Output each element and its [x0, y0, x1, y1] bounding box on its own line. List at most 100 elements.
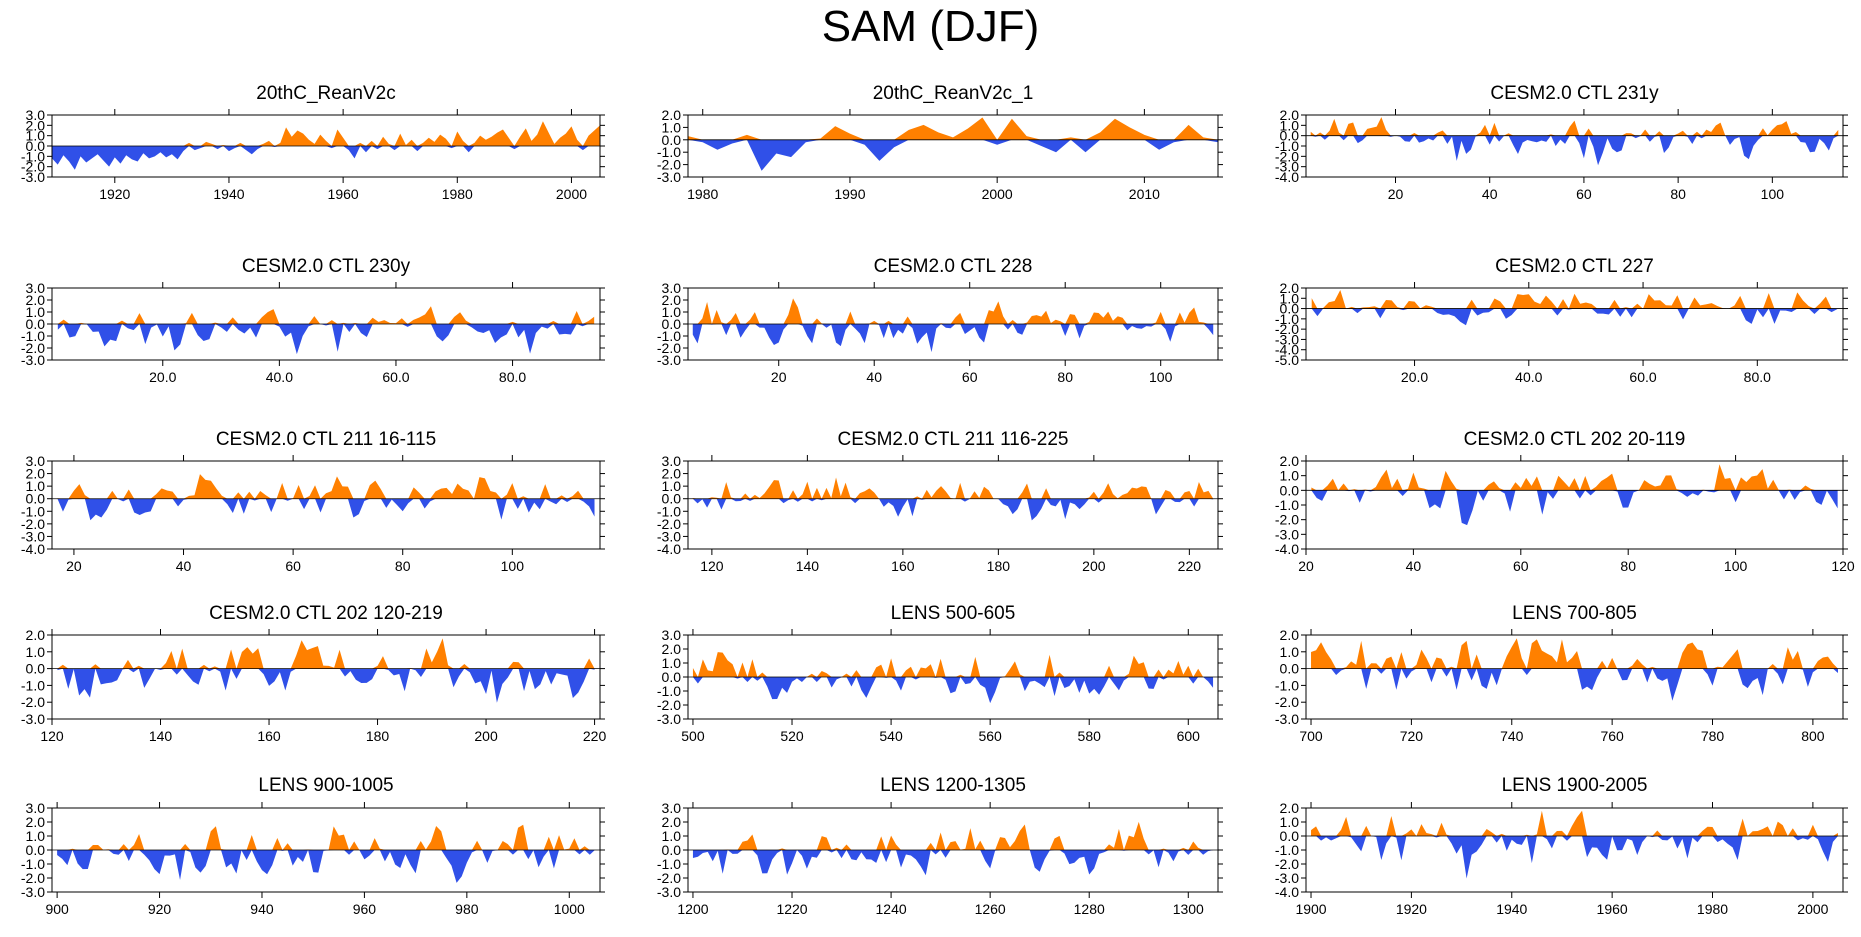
y-tick-label: -5.0 [1275, 352, 1299, 368]
y-tick-label: -1.0 [1275, 677, 1299, 693]
x-tick-label: 160 [257, 728, 281, 744]
plot-frame [51, 634, 601, 720]
x-tick-label: 2010 [1129, 186, 1160, 202]
negative-area [1311, 490, 1838, 526]
y-tick-label: -1.0 [21, 856, 45, 872]
y-tick-label: -1.0 [1275, 138, 1299, 154]
negative-area [57, 324, 595, 355]
panel-title: CESM2.0 CTL 230y [241, 256, 411, 277]
x-tick-label: 20 [1388, 186, 1404, 202]
y-tick-label: -2.0 [21, 516, 45, 532]
y-tick-label: 3.0 [662, 800, 682, 816]
plot-frame [51, 460, 601, 550]
positive-area [692, 477, 1214, 499]
x-tick-label: 20.0 [1401, 369, 1428, 385]
x-tick-label: 1940 [213, 186, 244, 202]
y-tick-label: 3.0 [26, 453, 46, 469]
y-tick-label: -3.0 [657, 169, 681, 185]
y-tick-label: -1.0 [657, 683, 681, 699]
x-tick-label: 80 [395, 558, 411, 574]
x-tick-label: 940 [250, 901, 274, 917]
x-tick-label: 200 [1082, 558, 1106, 574]
x-tick-label: 140 [149, 728, 173, 744]
y-tick-label: 2.0 [26, 466, 46, 482]
y-tick-label: 0.0 [26, 138, 46, 154]
x-tick-label: 40 [176, 558, 192, 574]
positive-area [1311, 810, 1838, 836]
x-tick-label: 560 [978, 728, 1002, 744]
panel-title: CESM2.0 CTL 211 16-115 [215, 429, 437, 450]
y-tick-label: 2.0 [662, 292, 682, 308]
x-tick-label: 700 [1299, 728, 1323, 744]
x-tick-label: 1920 [1396, 901, 1427, 917]
y-tick-label: -2.0 [1275, 856, 1299, 872]
y-tick-label: -2.0 [657, 157, 681, 173]
y-tick-label: 1.0 [26, 128, 46, 144]
x-tick-label: 1980 [442, 186, 473, 202]
y-tick-label: 2.0 [26, 292, 46, 308]
y-tick-label: -2.0 [21, 159, 45, 175]
x-tick-label: 20 [771, 369, 787, 385]
x-tick-label: 1980 [687, 186, 718, 202]
panel-title: 20thC_ReanV2c_1 [872, 83, 1034, 104]
y-tick-label: 2.0 [662, 107, 682, 123]
plot-frame [1305, 287, 1844, 361]
y-tick-label: -1.0 [21, 328, 45, 344]
y-tick-label: 2.0 [1280, 627, 1300, 643]
y-tick-label: 1.0 [26, 644, 46, 660]
x-tick-label: 1980 [1697, 901, 1728, 917]
y-tick-label: -4.0 [1275, 169, 1299, 185]
y-tick-label: 2.0 [26, 814, 46, 830]
y-tick-label: 1.0 [662, 119, 682, 135]
y-tick-label: -1.0 [21, 677, 45, 693]
y-tick-label: -2.0 [21, 870, 45, 886]
y-tick-label: 3.0 [26, 107, 46, 123]
negative-area [692, 498, 1214, 521]
x-tick-label: 2000 [982, 186, 1013, 202]
y-tick-label: 0.0 [26, 661, 46, 677]
y-tick-label: 3.0 [662, 627, 682, 643]
x-tick-label: 180 [987, 558, 1011, 574]
x-tick-label: 60 [1576, 186, 1592, 202]
y-tick-label: 3.0 [26, 280, 46, 296]
y-tick-label: -3.0 [657, 528, 681, 544]
y-tick-label: 2.0 [1280, 453, 1300, 469]
x-tick-label: 740 [1500, 728, 1524, 744]
y-tick-label: 2.0 [662, 466, 682, 482]
x-tick-label: 1200 [677, 901, 708, 917]
panel-title: CESM2.0 CTL 202 20-119 [1463, 429, 1686, 450]
y-tick-label: -3.0 [657, 711, 681, 727]
y-tick-label: 0.0 [662, 316, 682, 332]
y-tick-label: -2.0 [1275, 148, 1299, 164]
y-tick-label: 1.0 [26, 828, 46, 844]
x-tick-label: 220 [583, 728, 607, 744]
y-tick-label: 2.0 [1280, 107, 1300, 123]
y-tick-label: -2.0 [21, 340, 45, 356]
x-tick-label: 100 [1761, 186, 1785, 202]
x-tick-label: 80 [1620, 558, 1636, 574]
negative-area [57, 850, 595, 883]
y-tick-label: -1.0 [1275, 497, 1299, 513]
x-tick-label: 760 [1600, 728, 1624, 744]
x-tick-label: 900 [45, 901, 69, 917]
negative-area [52, 146, 600, 170]
y-tick-label: 3.0 [26, 800, 46, 816]
x-tick-label: 140 [796, 558, 820, 574]
y-tick-label: -3.0 [21, 169, 45, 185]
y-tick-label: 0.0 [26, 316, 46, 332]
y-tick-label: 1.0 [1280, 644, 1300, 660]
x-tick-label: 580 [1078, 728, 1102, 744]
x-tick-label: 40 [1406, 558, 1422, 574]
x-tick-label: 20.0 [149, 369, 176, 385]
y-tick-label: 1.0 [662, 304, 682, 320]
x-tick-label: 100 [501, 558, 525, 574]
